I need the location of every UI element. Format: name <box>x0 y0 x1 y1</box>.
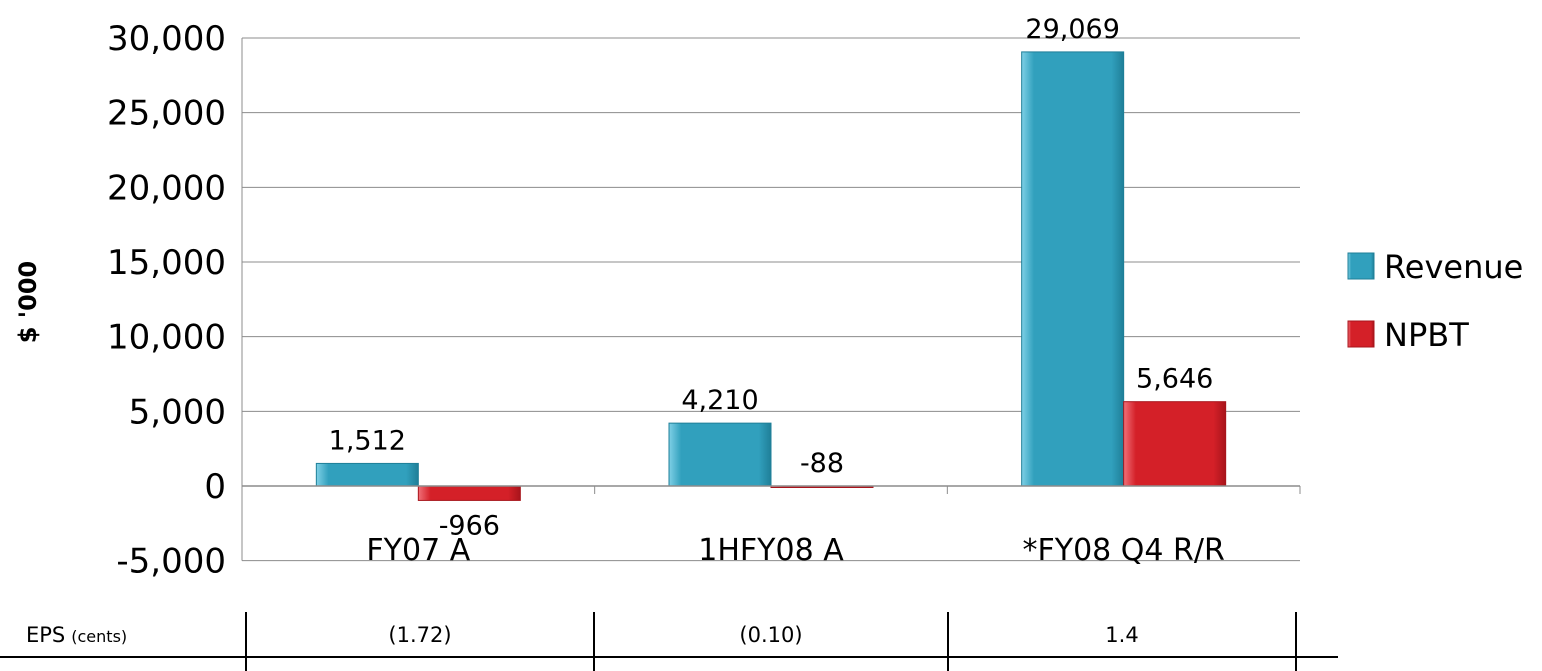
y-axis-label: $ '000 <box>14 261 42 344</box>
y-tick-label: 5,000 <box>129 392 226 432</box>
legend-swatch-revenue <box>1347 252 1375 280</box>
y-tick-label: 15,000 <box>107 243 226 283</box>
eps-value: 1.4 <box>1105 623 1138 647</box>
legend-label: Revenue <box>1384 248 1523 286</box>
y-tick-label: 0 <box>204 467 226 507</box>
category-labels: FY07 A 1HFY08 A *FY08 Q4 R/R <box>366 533 1224 568</box>
legend: Revenue NPBT <box>1347 248 1523 354</box>
bar-revenue-0 <box>315 462 419 487</box>
gridlines <box>241 37 1300 562</box>
eps-value: (1.72) <box>388 623 451 647</box>
bar-npbt-0 <box>417 485 521 501</box>
bar-revenue-2 <box>1021 51 1125 487</box>
y-tick-label: 30,000 <box>107 19 226 59</box>
legend-swatch-npbt <box>1347 320 1375 348</box>
data-label: 1,512 <box>329 425 406 456</box>
data-label: 5,646 <box>1136 364 1213 395</box>
data-label: 29,069 <box>1025 14 1119 45</box>
y-tick-label: 25,000 <box>107 94 226 134</box>
legend-label: NPBT <box>1384 316 1469 354</box>
data-label: -88 <box>800 448 844 479</box>
x-tick-label: FY07 A <box>366 533 470 568</box>
x-tick-label: *FY08 Q4 R/R <box>1023 533 1225 568</box>
data-label: -966 <box>439 510 500 541</box>
data-labels: 1,512 4,210 29,069 -966 -88 5,646 <box>329 14 1214 542</box>
bar-npbt-2 <box>1123 401 1227 487</box>
y-tick-label: -5,000 <box>116 542 226 582</box>
bar-revenue-1 <box>668 422 772 487</box>
y-axis-ticks: -5,000 0 5,000 10,000 15,000 20,000 25,000 30,0… <box>107 19 226 582</box>
eps-label: EPS (cents) <box>26 623 127 647</box>
y-tick-label: 10,000 <box>107 318 226 358</box>
x-tick-label: 1HFY08 A <box>698 533 844 568</box>
x-axis <box>241 485 1301 494</box>
eps-value: (0.10) <box>739 623 802 647</box>
data-label: 4,210 <box>681 385 758 416</box>
bars <box>315 51 1227 501</box>
eps-table: EPS (cents) (1.72) (0.10) 1.4 <box>0 612 1338 671</box>
y-tick-label: 20,000 <box>107 168 226 208</box>
